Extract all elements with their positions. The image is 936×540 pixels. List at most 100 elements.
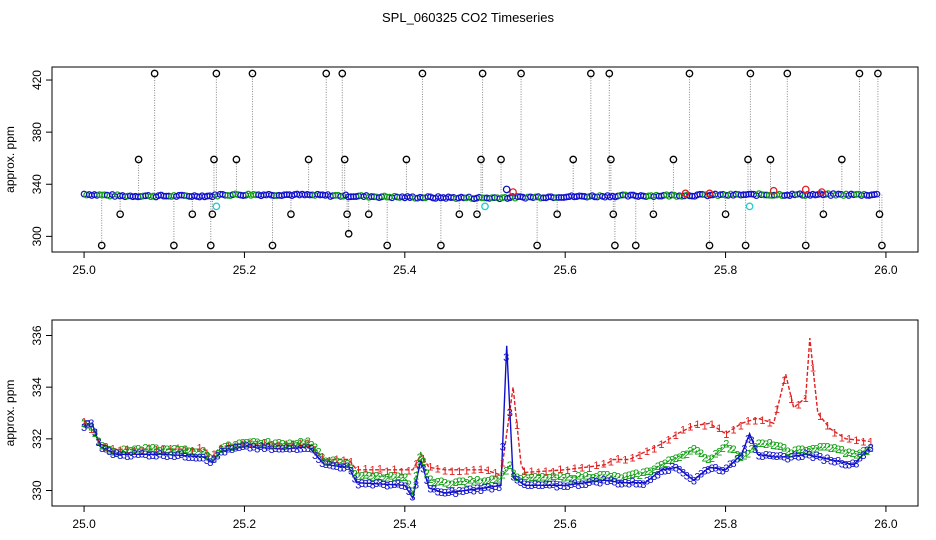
data-point-spikes (343, 210, 351, 219)
series-marker-2: 2 (648, 466, 654, 478)
data-point-spikes (533, 241, 541, 250)
series-marker-3: 3 (388, 480, 394, 492)
series-marker-1: 1 (399, 466, 405, 478)
series-marker-1: 1 (860, 437, 866, 449)
series-marker-1: 1 (803, 393, 809, 405)
series-marker-2: 2 (792, 445, 798, 457)
series-marker-2: 2 (709, 453, 715, 465)
series-marker-3: 3 (240, 441, 246, 453)
series-marker-2: 2 (651, 464, 657, 476)
series-marker-3: 3 (438, 487, 444, 499)
data-point-red (705, 189, 714, 198)
series-marker-3: 3 (763, 449, 769, 461)
series-marker-2: 2 (662, 458, 668, 470)
series-marker-3: 3 (806, 450, 812, 462)
series-marker-2: 2 (265, 437, 271, 449)
series-marker-2: 2 (103, 441, 109, 453)
series-marker-3: 3 (334, 461, 340, 473)
data-point-spikes (497, 155, 505, 164)
series-marker-3: 3 (312, 450, 318, 462)
series-marker-2: 2 (128, 445, 134, 457)
series-marker-3: 3 (850, 458, 856, 470)
series-marker-2: 2 (546, 472, 552, 484)
series-marker-3: 3 (792, 450, 798, 462)
series-marker-2: 2 (178, 445, 184, 457)
series-marker-2: 2 (586, 472, 592, 484)
series-marker-2: 2 (308, 440, 314, 452)
series-marker-1: 1 (110, 443, 116, 455)
series-marker-2: 2 (474, 474, 480, 486)
data-point-spikes (418, 69, 427, 78)
series-marker-2: 2 (323, 456, 329, 468)
series-marker-2: 2 (417, 452, 423, 464)
series-marker-2: 2 (478, 477, 484, 489)
series-marker-3: 3 (846, 459, 852, 471)
series-marker-2: 2 (702, 453, 708, 465)
series-marker-1: 1 (442, 465, 448, 477)
series-marker-3: 3 (247, 443, 253, 455)
series-marker-3: 3 (178, 449, 184, 461)
series-marker-3: 3 (799, 451, 805, 463)
series-marker-1: 1 (406, 465, 412, 477)
data-point-spikes (170, 241, 178, 250)
series-marker-3: 3 (536, 480, 542, 492)
series-marker-3: 3 (272, 443, 278, 455)
series-marker-1: 1 (218, 443, 224, 455)
series-marker-2: 2 (532, 471, 538, 483)
series-marker-2: 2 (326, 457, 332, 469)
series-marker-3: 3 (424, 475, 430, 487)
series-marker-2: 2 (222, 441, 228, 453)
series-marker-1: 1 (377, 464, 383, 476)
series-marker-3: 3 (756, 450, 762, 462)
series-marker-2: 2 (496, 473, 502, 485)
data-point-spikes (232, 155, 241, 164)
series-marker-2: 2 (518, 473, 524, 485)
series-marker-3: 3 (258, 441, 264, 453)
series-marker-3: 3 (860, 450, 866, 462)
series-marker-3: 3 (759, 451, 765, 463)
series-marker-3: 3 (366, 478, 372, 490)
series-marker-1: 1 (550, 467, 556, 479)
series-marker-2: 2 (121, 444, 127, 456)
x-tick-label: 25.0 (72, 263, 96, 277)
series-marker-2: 2 (842, 448, 848, 460)
series-marker-3: 3 (626, 478, 632, 490)
series-marker-1: 1 (709, 419, 715, 431)
series-marker-1: 1 (492, 467, 498, 479)
series-marker-3: 3 (128, 450, 134, 462)
x-tick-label: 26.0 (874, 263, 898, 277)
series-marker-2: 2 (835, 444, 841, 456)
x-tick-label: 26.0 (874, 517, 898, 531)
x-tick-label: 25.8 (714, 263, 738, 277)
series-marker-2: 2 (666, 455, 672, 467)
x-tick-label: 25.2 (233, 517, 257, 531)
series-marker-3: 3 (106, 446, 112, 458)
series-marker-1: 1 (290, 439, 296, 451)
series-marker-2: 2 (95, 436, 101, 448)
series-marker-1: 1 (103, 442, 109, 454)
series-marker-3: 3 (489, 483, 495, 495)
data-point-spikes (206, 241, 215, 250)
series-marker-1: 1 (839, 433, 845, 445)
series-marker-2: 2 (868, 443, 874, 455)
y-tick-label: 332 (30, 429, 44, 449)
series-marker-1: 1 (326, 456, 332, 468)
series-marker-1: 1 (95, 437, 101, 449)
series-marker-3: 3 (233, 443, 239, 455)
series-line-3 (83, 345, 871, 501)
series-marker-2: 2 (579, 472, 585, 484)
series-marker-2: 2 (113, 448, 119, 460)
series-marker-3: 3 (684, 470, 690, 482)
series-marker-3: 3 (864, 445, 870, 457)
series-marker-2: 2 (601, 469, 607, 481)
series-marker-3: 3 (370, 480, 376, 492)
series-marker-3: 3 (749, 435, 755, 447)
series-marker-3: 3 (225, 444, 231, 456)
series-marker-3: 3 (182, 451, 188, 463)
series-marker-3: 3 (788, 452, 794, 464)
series-marker-2: 2 (442, 477, 448, 489)
series-marker-3: 3 (640, 479, 646, 491)
series-marker-1: 1 (276, 440, 282, 452)
series-marker-1: 1 (795, 399, 801, 411)
series-marker-1: 1 (370, 464, 376, 476)
